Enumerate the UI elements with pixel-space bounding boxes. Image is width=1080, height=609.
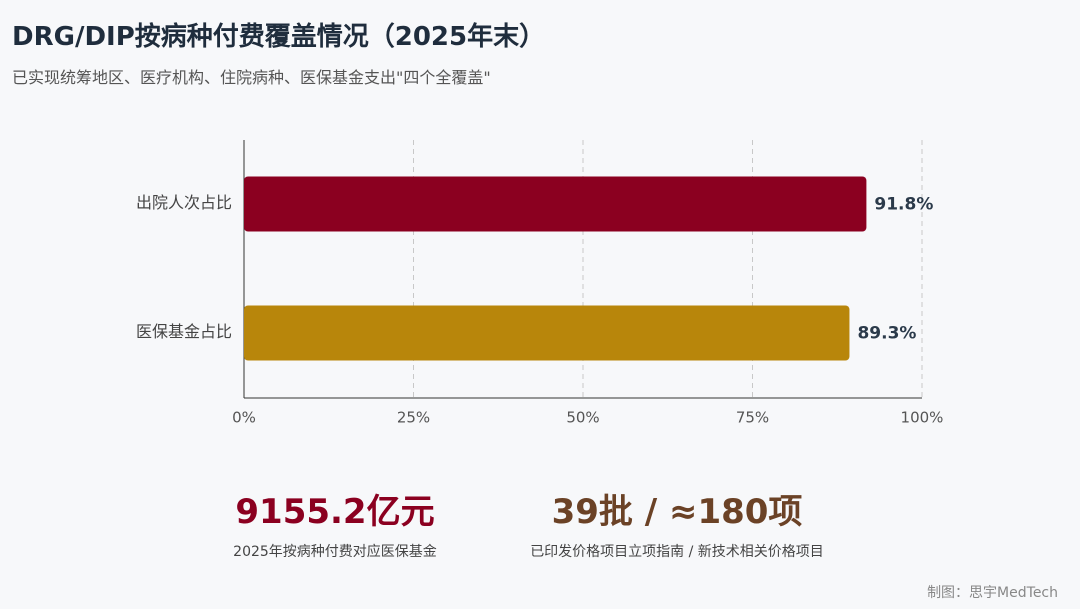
x-tick-label: 0% bbox=[232, 409, 256, 427]
stat-caption: 2025年按病种付费对应医保基金 bbox=[233, 544, 437, 560]
subtitle: 已实现统筹地区、医疗机构、住院病种、医保基金支出"四个全覆盖" bbox=[12, 68, 491, 87]
stat-caption: 已印发价格项目立项指南 / 新技术相关价格项目 bbox=[530, 544, 824, 560]
stat-value: 9155.2亿元 bbox=[235, 492, 435, 532]
stat: 39批 / ≈180项 已印发价格项目立项指南 / 新技术相关价格项目 bbox=[467, 484, 887, 561]
x-tick-label: 100% bbox=[901, 409, 944, 427]
value-label: 91.8% bbox=[874, 195, 933, 215]
chart: 0% 25% 50% 75% 100% 出院人次占比 91.8% 医保基金占比 89.3% bbox=[136, 140, 944, 427]
x-tick-label: 25% bbox=[397, 409, 430, 427]
bar bbox=[244, 176, 867, 232]
bar bbox=[244, 305, 850, 361]
value-label: 89.3% bbox=[857, 324, 916, 344]
x-tick-label: 50% bbox=[566, 409, 599, 427]
x-tick-label: 75% bbox=[736, 409, 769, 427]
y-tick-label: 出院人次占比 bbox=[136, 193, 232, 212]
title: DRG/DIP按病种付费覆盖情况（2025年末） bbox=[12, 22, 546, 52]
stat: 9155.2亿元 2025年按病种付费对应医保基金 bbox=[125, 484, 545, 561]
y-tick-label: 医保基金占比 bbox=[136, 322, 232, 341]
credit: 制图：思宇MedTech bbox=[927, 585, 1058, 601]
stat-value: 39批 / ≈180项 bbox=[551, 492, 803, 532]
